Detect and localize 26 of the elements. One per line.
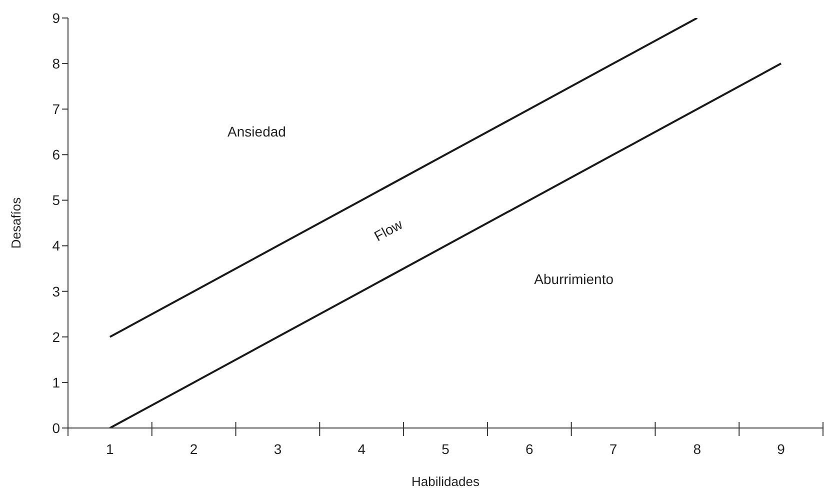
y-tick-label: 8 — [52, 56, 60, 72]
y-tick-label: 0 — [52, 420, 60, 436]
y-tick-label: 5 — [52, 192, 60, 208]
y-tick-label: 9 — [52, 10, 60, 26]
x-tick-label: 4 — [358, 441, 366, 457]
x-tick-label: 3 — [274, 441, 282, 457]
x-tick-label: 9 — [777, 441, 786, 457]
x-tick-label: 6 — [525, 441, 534, 457]
x-tick-label: 5 — [442, 441, 450, 457]
line-series — [108, 18, 698, 338]
y-tick-label: 7 — [52, 101, 60, 118]
line-series — [108, 62, 782, 428]
y-tick-label: 6 — [52, 146, 60, 163]
y-axis-title: Desafíos — [8, 196, 24, 249]
annotation: Aburrimiento — [534, 271, 614, 288]
y-tick-label: 1 — [52, 374, 60, 390]
y-tick-label: 3 — [52, 283, 60, 300]
x-axis-title: Habilidades — [412, 474, 480, 489]
y-tick-label: 2 — [52, 328, 60, 345]
y-tick-label: 4 — [52, 238, 60, 254]
annotation: Ansiedad — [228, 124, 286, 140]
x-tick-label: 2 — [190, 441, 198, 457]
x-tick-label: 8 — [693, 441, 702, 457]
x-tick-label: 7 — [609, 441, 618, 457]
x-tick-label: 1 — [106, 441, 114, 457]
annotation: Flow — [371, 216, 406, 244]
